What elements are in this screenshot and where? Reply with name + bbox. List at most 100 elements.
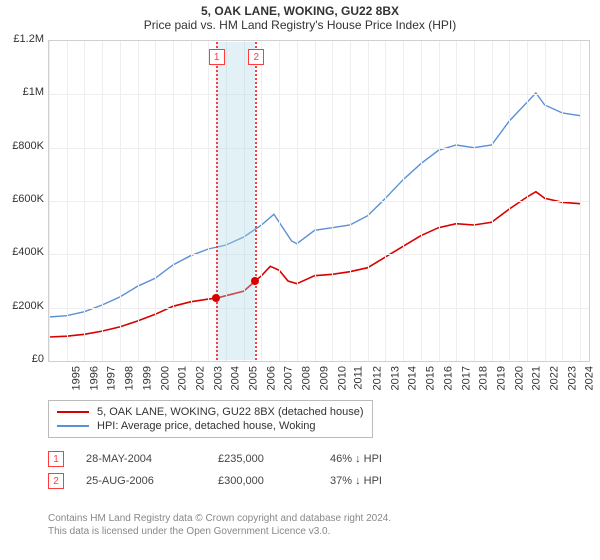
xtick-label: 2020 <box>513 366 525 390</box>
title-address: 5, OAK LANE, WOKING, GU22 8BX <box>0 4 600 18</box>
gridline-v <box>385 41 386 361</box>
gridline-v <box>492 41 493 361</box>
sale-vline <box>216 42 218 360</box>
legend-row: HPI: Average price, detached house, Woki… <box>57 419 364 433</box>
sales-row-index: 2 <box>48 473 64 489</box>
ytick-label: £400K <box>6 246 44 258</box>
xtick-label: 1997 <box>106 366 118 390</box>
xtick-label: 2005 <box>248 366 260 390</box>
ytick-label: £0 <box>6 353 44 365</box>
sale-marker-box: 1 <box>209 49 225 65</box>
plot-area: 12 <box>48 40 590 362</box>
xtick-label: 2008 <box>301 366 313 390</box>
xtick-label: 2004 <box>230 366 242 390</box>
xtick-label: 2011 <box>353 366 365 390</box>
xtick-label: 2019 <box>495 366 507 390</box>
xtick-label: 2013 <box>389 366 401 390</box>
gridline-v <box>439 41 440 361</box>
xtick-label: 2021 <box>531 366 543 390</box>
gridline-h <box>49 308 589 309</box>
ytick-label: £800K <box>6 140 44 152</box>
ytick-label: £200K <box>6 300 44 312</box>
xtick-label: 2017 <box>460 366 472 390</box>
xtick-label: 1999 <box>141 366 153 390</box>
xtick-label: 2009 <box>318 366 330 390</box>
gridline-v <box>527 41 528 361</box>
legend-swatch <box>57 411 89 413</box>
gridline-v <box>297 41 298 361</box>
xtick-label: 2016 <box>442 366 454 390</box>
sale-marker-box: 2 <box>248 49 264 65</box>
xtick-label: 2002 <box>194 366 206 390</box>
ytick-label: £1M <box>6 86 44 98</box>
gridline-v <box>315 41 316 361</box>
title-block: 5, OAK LANE, WOKING, GU22 8BX Price paid… <box>0 0 600 34</box>
sales-delta: 46% ↓ HPI <box>330 453 382 465</box>
gridline-v <box>102 41 103 361</box>
gridline-v <box>368 41 369 361</box>
gridline-v <box>84 41 85 361</box>
xtick-label: 2015 <box>425 366 437 390</box>
gridline-v <box>155 41 156 361</box>
xtick-label: 2000 <box>159 366 171 390</box>
sales-row-index: 1 <box>48 451 64 467</box>
sales-price: £300,000 <box>218 475 308 487</box>
sales-price: £235,000 <box>218 453 308 465</box>
sale-vline <box>255 42 257 360</box>
gridline-v <box>191 41 192 361</box>
legend-label: HPI: Average price, detached house, Woki… <box>97 420 316 432</box>
xtick-label: 2018 <box>478 366 490 390</box>
gridline-v <box>173 41 174 361</box>
legend-row: 5, OAK LANE, WOKING, GU22 8BX (detached … <box>57 405 364 419</box>
gridline-h <box>49 94 589 95</box>
sale-point <box>212 294 220 302</box>
footer-line2: This data is licensed under the Open Gov… <box>48 525 391 538</box>
gridline-v <box>580 41 581 361</box>
gridline-v <box>562 41 563 361</box>
sales-date: 25-AUG-2006 <box>86 475 196 487</box>
gridline-v <box>403 41 404 361</box>
legend-label: 5, OAK LANE, WOKING, GU22 8BX (detached … <box>97 406 364 418</box>
ytick-label: £600K <box>6 193 44 205</box>
xtick-label: 2012 <box>371 366 383 390</box>
gridline-v <box>509 41 510 361</box>
gridline-v <box>67 41 68 361</box>
sale-span-band <box>216 42 256 360</box>
xtick-label: 2022 <box>549 366 561 390</box>
footer-line1: Contains HM Land Registry data © Crown c… <box>48 512 391 525</box>
sales-table: 1 28-MAY-2004 £235,000 46% ↓ HPI 2 25-AUG-200… <box>48 448 382 492</box>
gridline-h <box>49 148 589 149</box>
xtick-label: 2007 <box>283 366 295 390</box>
footer-attribution: Contains HM Land Registry data © Crown c… <box>48 512 391 538</box>
gridline-h <box>49 254 589 255</box>
ytick-label: £1.2M <box>6 33 44 45</box>
sales-row: 225-AUG-2006£300,00037% ↓ HPI <box>48 470 382 492</box>
xtick-label: 2010 <box>336 366 348 390</box>
legend: 5, OAK LANE, WOKING, GU22 8BX (detached … <box>48 400 373 438</box>
chart-container: 5, OAK LANE, WOKING, GU22 8BX Price paid… <box>0 0 600 560</box>
xtick-label: 1998 <box>124 366 136 390</box>
gridline-v <box>261 41 262 361</box>
xtick-label: 2014 <box>407 366 419 390</box>
gridline-h <box>49 201 589 202</box>
sales-row: 1 28-MAY-2004 £235,000 46% ↓ HPI <box>48 448 382 470</box>
gridline-v <box>474 41 475 361</box>
xtick-label: 2023 <box>566 366 578 390</box>
gridline-v <box>120 41 121 361</box>
xtick-label: 2024 <box>584 366 596 390</box>
sales-date: 28-MAY-2004 <box>86 453 196 465</box>
xtick-label: 2003 <box>212 366 224 390</box>
xtick-label: 2006 <box>265 366 277 390</box>
gridline-v <box>138 41 139 361</box>
legend-swatch <box>57 425 89 427</box>
gridline-v <box>279 41 280 361</box>
sale-point <box>251 277 259 285</box>
xtick-label: 2001 <box>177 366 189 390</box>
title-subtitle: Price paid vs. HM Land Registry's House … <box>0 18 600 32</box>
gridline-v <box>332 41 333 361</box>
xtick-label: 1995 <box>70 366 82 390</box>
gridline-v <box>421 41 422 361</box>
gridline-v <box>350 41 351 361</box>
xtick-label: 1996 <box>88 366 100 390</box>
gridline-v <box>49 41 50 361</box>
